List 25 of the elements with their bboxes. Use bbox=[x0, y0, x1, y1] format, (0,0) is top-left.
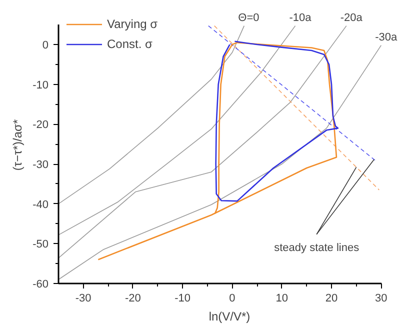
annotation: Θ=0 bbox=[238, 12, 260, 24]
annotation: steady state lines bbox=[274, 242, 360, 254]
x-tick-label: 20 bbox=[325, 292, 338, 304]
y-axis-title: (τ−τ*)/aσ* bbox=[10, 119, 25, 171]
x-tick-label: -30 bbox=[75, 292, 92, 304]
y-tick-label: -60 bbox=[32, 278, 49, 290]
line-series bbox=[98, 42, 338, 260]
y-tick-label: -50 bbox=[32, 238, 49, 251]
y-tick-label: -10 bbox=[32, 79, 49, 92]
legend-label: Varying σ bbox=[107, 17, 158, 31]
y-tick-label: -30 bbox=[32, 159, 49, 172]
x-axis-title: ln(V/V*) bbox=[208, 310, 250, 324]
annotation: -10a bbox=[289, 12, 312, 24]
y-tick-label: -20 bbox=[32, 119, 49, 132]
annotation: -20a bbox=[340, 12, 364, 24]
x-tick-label: 10 bbox=[276, 292, 288, 304]
y-tick-label: -40 bbox=[32, 198, 49, 211]
x-tick-label: -20 bbox=[125, 292, 141, 304]
y-tick-label: 0 bbox=[42, 40, 49, 52]
x-tick-label: 30 bbox=[375, 292, 388, 304]
legend-label: Const. σ bbox=[107, 37, 152, 51]
annotation: -30a bbox=[375, 31, 398, 44]
x-tick-label: 0 bbox=[229, 292, 236, 304]
line-series bbox=[215, 40, 339, 202]
x-tick-label: -10 bbox=[174, 292, 191, 304]
